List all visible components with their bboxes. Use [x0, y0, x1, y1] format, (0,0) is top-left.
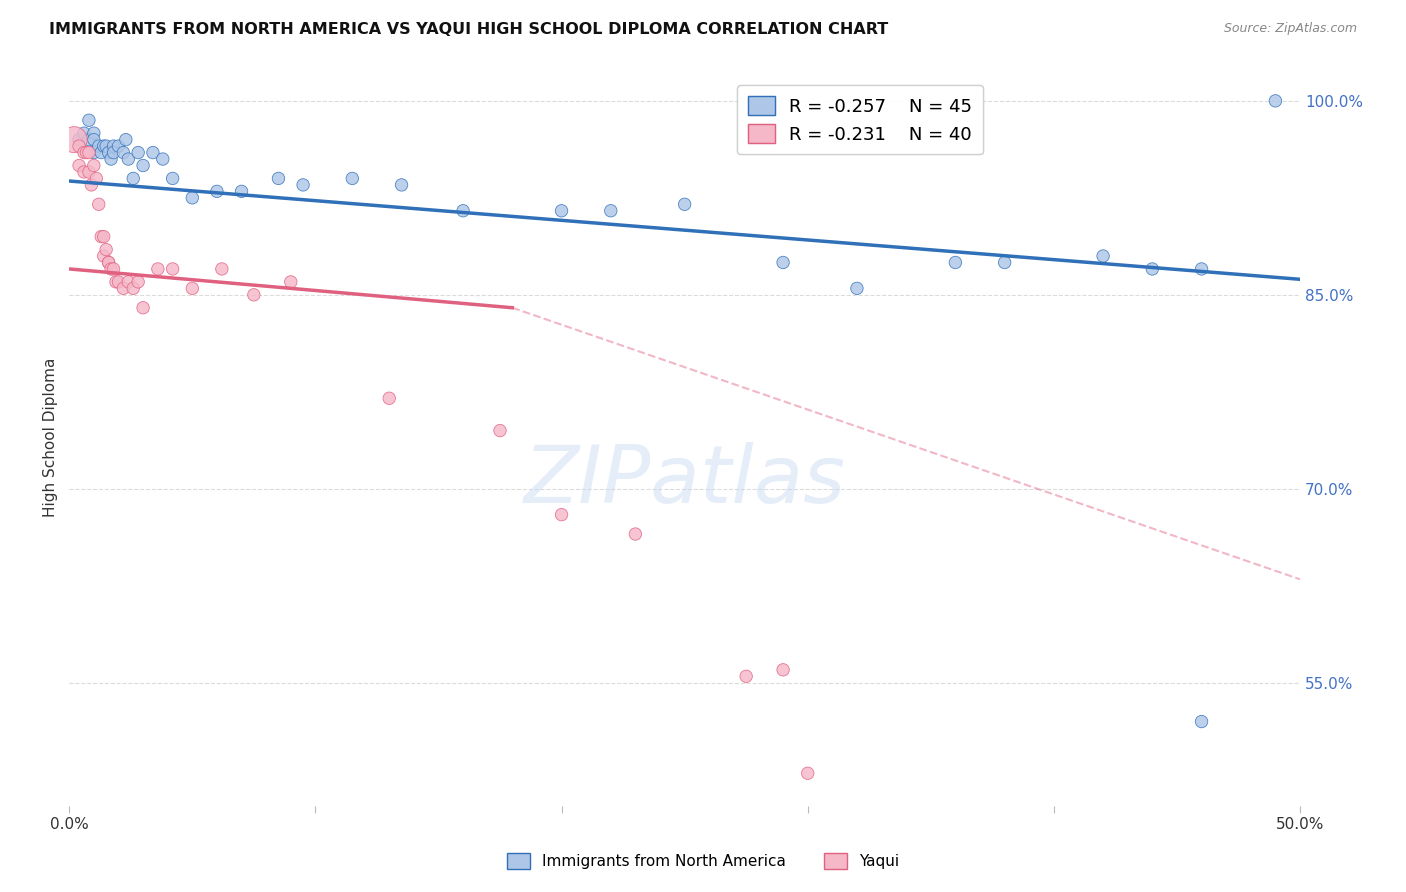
Point — [132, 301, 155, 315]
Point — [451, 203, 474, 218]
Text: ZIPatlas: ZIPatlas — [523, 442, 845, 520]
Point — [152, 152, 174, 166]
Point — [122, 281, 145, 295]
Point — [1264, 94, 1286, 108]
Point — [624, 527, 647, 541]
Point — [181, 191, 204, 205]
Point — [146, 262, 169, 277]
Point — [77, 145, 100, 160]
Point — [87, 197, 110, 211]
Point — [162, 171, 184, 186]
Point — [90, 229, 112, 244]
Point — [77, 165, 100, 179]
Point — [1191, 262, 1213, 277]
Point — [93, 139, 115, 153]
Point — [75, 145, 97, 160]
Point — [63, 133, 86, 147]
Point — [772, 255, 794, 269]
Point — [73, 145, 96, 160]
Point — [103, 139, 125, 153]
Point — [211, 262, 233, 277]
Point — [673, 197, 696, 211]
Point — [550, 508, 572, 522]
Legend: Immigrants from North America, Yaqui: Immigrants from North America, Yaqui — [501, 847, 905, 875]
Point — [1191, 714, 1213, 729]
Point — [205, 185, 228, 199]
Point — [845, 281, 868, 295]
Point — [117, 275, 139, 289]
Point — [83, 126, 105, 140]
Point — [550, 203, 572, 218]
Point — [96, 243, 118, 257]
Point — [100, 262, 122, 277]
Point — [292, 178, 315, 192]
Point — [1142, 262, 1164, 277]
Point — [73, 165, 96, 179]
Point — [105, 275, 128, 289]
Text: IMMIGRANTS FROM NORTH AMERICA VS YAQUI HIGH SCHOOL DIPLOMA CORRELATION CHART: IMMIGRANTS FROM NORTH AMERICA VS YAQUI H… — [49, 22, 889, 37]
Point — [83, 145, 105, 160]
Point — [994, 255, 1017, 269]
Point — [93, 249, 115, 263]
Point — [83, 133, 105, 147]
Point — [115, 133, 138, 147]
Point — [162, 262, 184, 277]
Point — [280, 275, 302, 289]
Point — [132, 159, 155, 173]
Point — [90, 145, 112, 160]
Point — [489, 424, 512, 438]
Point — [231, 185, 253, 199]
Point — [391, 178, 413, 192]
Point — [77, 113, 100, 128]
Point — [772, 663, 794, 677]
Point — [378, 391, 401, 405]
Point — [142, 145, 165, 160]
Point — [122, 171, 145, 186]
Point — [107, 139, 129, 153]
Point — [243, 288, 266, 302]
Point — [87, 139, 110, 153]
Point — [97, 145, 120, 160]
Point — [97, 255, 120, 269]
Text: Source: ZipAtlas.com: Source: ZipAtlas.com — [1223, 22, 1357, 36]
Point — [96, 139, 118, 153]
Point — [83, 159, 105, 173]
Point — [73, 126, 96, 140]
Point — [112, 145, 135, 160]
Point — [100, 152, 122, 166]
Point — [112, 281, 135, 295]
Point — [93, 229, 115, 244]
Point — [97, 255, 120, 269]
Point — [1092, 249, 1115, 263]
Point — [342, 171, 364, 186]
Point — [80, 178, 103, 192]
Point — [267, 171, 290, 186]
Point — [67, 139, 90, 153]
Point — [103, 145, 125, 160]
Point — [796, 766, 818, 780]
Point — [181, 281, 204, 295]
Point — [127, 145, 149, 160]
Point — [599, 203, 621, 218]
Point — [735, 669, 758, 683]
Point — [77, 133, 100, 147]
Point — [107, 275, 129, 289]
Point — [67, 133, 90, 147]
Y-axis label: High School Diploma: High School Diploma — [44, 358, 58, 516]
Point — [117, 152, 139, 166]
Point — [103, 262, 125, 277]
Point — [945, 255, 967, 269]
Point — [84, 171, 107, 186]
Point — [67, 159, 90, 173]
Point — [127, 275, 149, 289]
Legend: R = -0.257    N = 45, R = -0.231    N = 40: R = -0.257 N = 45, R = -0.231 N = 40 — [737, 85, 983, 154]
